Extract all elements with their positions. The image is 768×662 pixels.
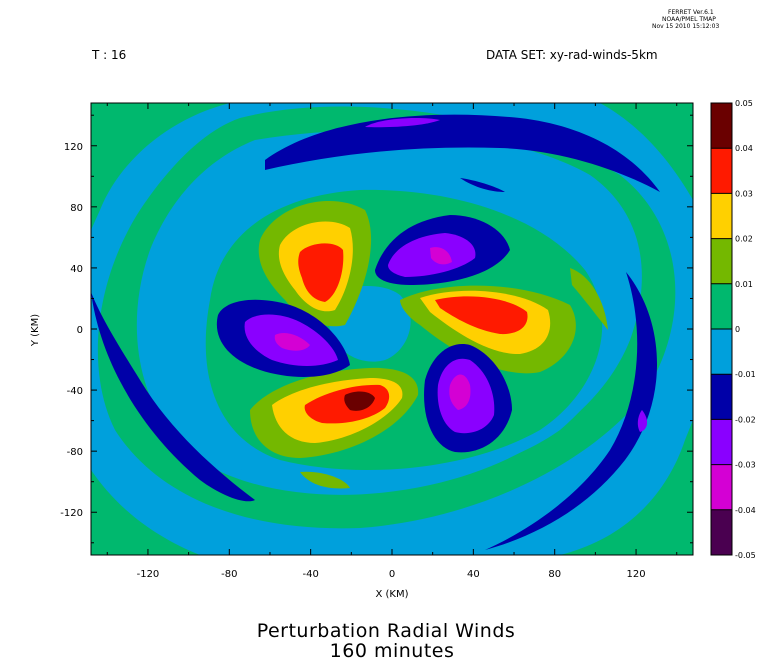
field-region bbox=[91, 103, 230, 230]
colorbar: 0.05 0.04 0.03 0.02 0.01 0 -0.01 -0.02 -0.03 -0.0… bbox=[710, 99, 756, 560]
x-tick-label: 120 bbox=[627, 569, 646, 580]
colorbar-swatch bbox=[711, 148, 732, 194]
colorbar-swatch bbox=[711, 509, 732, 555]
ferret-date: Nov 15 2010 15:12:03 bbox=[652, 23, 719, 30]
y-tick-label: -80 bbox=[67, 447, 83, 458]
field-region bbox=[300, 471, 350, 489]
y-tick-label: 80 bbox=[70, 203, 83, 214]
vortex-lobes bbox=[216, 201, 576, 458]
x-tick-label: 0 bbox=[389, 569, 395, 580]
colorbar-label: 0.05 bbox=[735, 99, 753, 108]
field-region bbox=[485, 272, 658, 550]
colorbar-label: -0.03 bbox=[735, 461, 756, 470]
ferret-org: NOAA/PMEL TMAP bbox=[662, 16, 716, 23]
y-axis-label: Y (KM) bbox=[30, 314, 41, 347]
colorbar-label: 0.01 bbox=[735, 280, 753, 289]
colorbar-swatch bbox=[711, 464, 732, 510]
x-tick-label: 40 bbox=[467, 569, 480, 580]
x-tick-label: -80 bbox=[221, 569, 237, 580]
x-tick-label: 80 bbox=[548, 569, 561, 580]
lobe-positive-s-core bbox=[344, 391, 375, 411]
y-tick-label: 40 bbox=[70, 264, 83, 275]
colorbar-label: -0.04 bbox=[735, 506, 756, 515]
dataset-label: DATA SET: xy-rad-winds-5km bbox=[486, 48, 658, 62]
colorbar-swatch bbox=[711, 238, 732, 284]
x-axis-label: X (KM) bbox=[375, 589, 408, 600]
colorbar-label: -0.02 bbox=[735, 415, 756, 424]
lobe-negative-n-core bbox=[430, 247, 452, 265]
contour-field bbox=[91, 103, 693, 555]
colorbar-label: -0.05 bbox=[735, 551, 756, 560]
x-axis-ticks: -120 -80 -40 0 40 80 120 bbox=[106, 103, 678, 580]
field-region bbox=[570, 268, 608, 330]
lobe-positive-e-core bbox=[435, 296, 528, 335]
y-tick-label: 120 bbox=[64, 142, 83, 153]
y-tick-label: -40 bbox=[67, 386, 83, 397]
x-tick-label: -120 bbox=[137, 569, 160, 580]
lobe-negative-w-core bbox=[274, 333, 310, 351]
field-region bbox=[637, 410, 648, 432]
field-region bbox=[365, 118, 440, 128]
colorbar-swatch bbox=[711, 103, 732, 149]
lobe-negative-se-core bbox=[449, 374, 471, 410]
colorbar-swatch bbox=[711, 283, 732, 329]
colorbar-label: -0.01 bbox=[735, 370, 756, 379]
lobe-positive-nw-core bbox=[298, 243, 344, 302]
field-region bbox=[460, 178, 505, 192]
field-region bbox=[600, 103, 693, 200]
x-tick-label: -40 bbox=[302, 569, 318, 580]
colorbar-label: 0.04 bbox=[735, 144, 753, 153]
colorbar-label: 0.02 bbox=[735, 235, 753, 244]
y-tick-label: 0 bbox=[77, 325, 83, 336]
colorbar-swatch bbox=[711, 374, 732, 420]
colorbar-label: 0.03 bbox=[735, 189, 753, 198]
field-region bbox=[560, 420, 693, 555]
contour-plot-area: -120 -80 -40 0 40 80 120 120 80 40 0 -40 -80 -120 bbox=[60, 102, 694, 580]
time-label: T : 16 bbox=[91, 48, 126, 62]
field-region bbox=[91, 470, 200, 555]
chart-subtitle: 160 minutes bbox=[330, 640, 455, 662]
field-region bbox=[265, 114, 660, 192]
y-axis-ticks: 120 80 40 0 -40 -80 -120 bbox=[60, 114, 693, 544]
chart-title: Perturbation Radial Winds bbox=[257, 620, 516, 642]
y-tick-label: -120 bbox=[60, 508, 83, 519]
colorbar-swatch bbox=[711, 329, 732, 375]
ferret-version: FERRET Ver.6.1 bbox=[668, 9, 714, 16]
colorbar-swatch bbox=[711, 419, 732, 465]
colorbar-label: 0 bbox=[735, 325, 740, 334]
colorbar-swatch bbox=[711, 193, 732, 239]
